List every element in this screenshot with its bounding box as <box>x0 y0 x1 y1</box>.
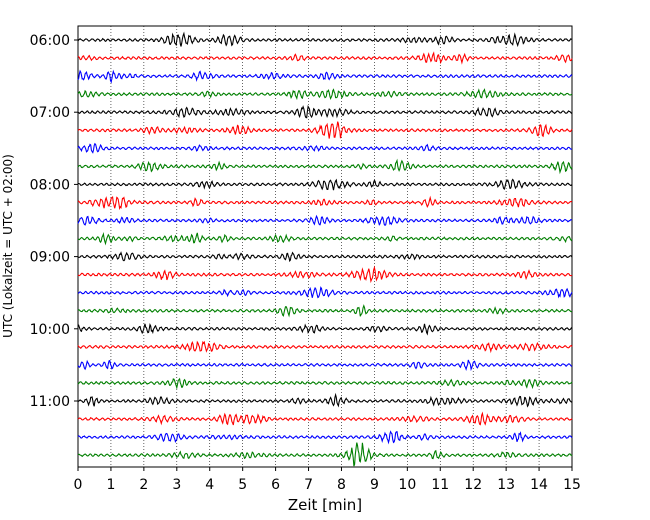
x-tick-label: 7 <box>304 477 313 493</box>
x-tick-label: 1 <box>106 477 115 493</box>
x-tick-label: 6 <box>271 477 280 493</box>
y-tick-label: 11:00 <box>30 394 70 410</box>
x-axis-title: Zeit [min] <box>288 496 362 514</box>
y-tick-label: 06:00 <box>30 33 70 49</box>
seismogram-trace <box>77 88 573 101</box>
x-tick-label: 9 <box>370 477 379 493</box>
seismogram-trace <box>77 214 573 227</box>
seismogram-trace <box>77 142 573 154</box>
seismogram-trace <box>77 31 573 48</box>
seismogram-trace <box>77 359 573 372</box>
y-axis-title: UTC (Lokalzeit = UTC + 02:00) <box>1 154 15 338</box>
y-tick-label: 10:00 <box>30 322 70 338</box>
y-tick-label: 07:00 <box>30 105 70 121</box>
seismogram-trace <box>77 304 573 318</box>
x-axis-ticks: 0 1 2 3 4 5 6 7 8 9 10 11 12 13 14 15 <box>74 467 581 493</box>
x-tick-label: 13 <box>497 477 515 493</box>
seismogram-trace <box>77 51 573 65</box>
seismogram-trace <box>77 121 573 139</box>
seismogram-trace <box>77 69 573 84</box>
seismogram-trace <box>77 323 573 336</box>
seismogram-trace <box>77 251 573 263</box>
seismogram-trace <box>77 442 573 467</box>
x-tick-label: 0 <box>74 477 83 493</box>
seismogram-trace <box>78 178 573 191</box>
seismogram-trace <box>77 286 573 299</box>
x-tick-label: 5 <box>238 477 247 493</box>
x-tick-label: 4 <box>205 477 214 493</box>
seismogram-trace <box>77 377 573 390</box>
trace-group <box>77 31 573 467</box>
x-tick-label: 11 <box>431 477 449 493</box>
y-tick-label: 08:00 <box>30 177 70 193</box>
y-axis-ticks: 06:00 07:00 08:00 09:00 10:00 11:00 <box>30 33 78 410</box>
y-tick-label: 09:00 <box>30 250 70 266</box>
seismogram-trace <box>77 158 573 175</box>
x-tick-label: 3 <box>172 477 181 493</box>
x-tick-label: 12 <box>464 477 482 493</box>
seismogram-trace <box>77 411 573 426</box>
x-tick-label: 2 <box>139 477 148 493</box>
x-tick-label: 15 <box>563 477 581 493</box>
seismogram-trace <box>77 340 573 354</box>
seismogram-trace <box>77 430 573 445</box>
plot-frame <box>77 25 573 468</box>
x-tick-label: 10 <box>398 477 416 493</box>
seismogram-trace <box>77 265 573 284</box>
x-tick-label: 8 <box>337 477 346 493</box>
seismogram-trace <box>77 232 573 246</box>
seismogram-trace <box>77 105 573 119</box>
x-tick-label: 14 <box>530 477 548 493</box>
seismogram-trace <box>77 195 573 211</box>
seismogram-trace <box>77 392 573 408</box>
